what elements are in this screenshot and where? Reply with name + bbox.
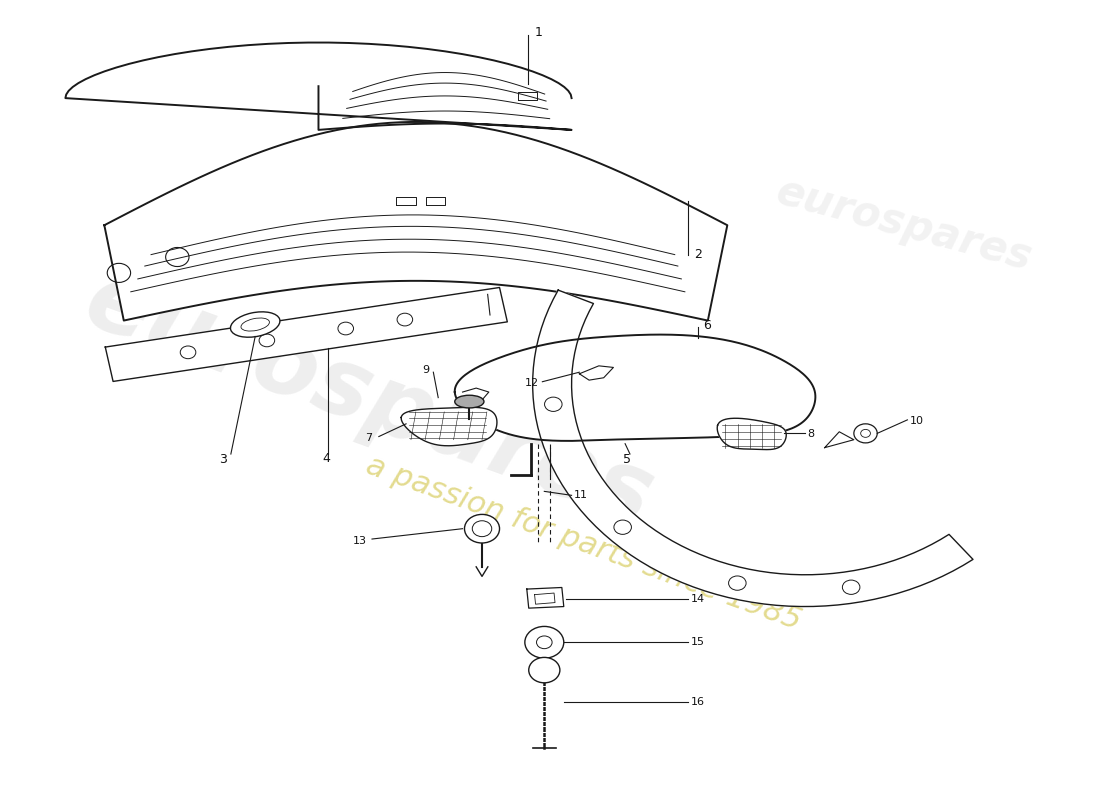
Polygon shape — [402, 407, 497, 446]
Polygon shape — [717, 418, 786, 450]
Polygon shape — [462, 388, 488, 400]
Text: 14: 14 — [691, 594, 705, 604]
Text: eurospares: eurospares — [772, 171, 1037, 279]
Text: 6: 6 — [703, 319, 711, 332]
Text: eurospares: eurospares — [73, 254, 665, 546]
Circle shape — [854, 424, 877, 443]
Text: a passion for parts since 1985: a passion for parts since 1985 — [362, 450, 805, 635]
Polygon shape — [527, 587, 564, 608]
Text: 5: 5 — [623, 453, 631, 466]
Polygon shape — [532, 290, 974, 606]
Text: 3: 3 — [219, 453, 227, 466]
Text: 7: 7 — [365, 433, 372, 443]
Polygon shape — [65, 42, 572, 130]
Text: 16: 16 — [691, 697, 705, 707]
Ellipse shape — [231, 312, 279, 338]
Text: 11: 11 — [573, 490, 587, 500]
Text: 13: 13 — [353, 536, 367, 546]
Text: 15: 15 — [691, 638, 705, 647]
Text: 8: 8 — [807, 429, 814, 439]
Polygon shape — [580, 366, 614, 380]
Text: 12: 12 — [526, 378, 539, 388]
Polygon shape — [104, 122, 727, 321]
Text: 4: 4 — [322, 452, 330, 466]
Text: 10: 10 — [911, 417, 924, 426]
Ellipse shape — [454, 395, 484, 408]
Text: 2: 2 — [694, 248, 702, 261]
Circle shape — [525, 626, 564, 658]
Circle shape — [464, 514, 499, 543]
Text: 9: 9 — [422, 365, 429, 375]
Polygon shape — [454, 334, 815, 441]
Text: 1: 1 — [535, 26, 542, 38]
Circle shape — [529, 658, 560, 683]
Polygon shape — [106, 287, 507, 382]
